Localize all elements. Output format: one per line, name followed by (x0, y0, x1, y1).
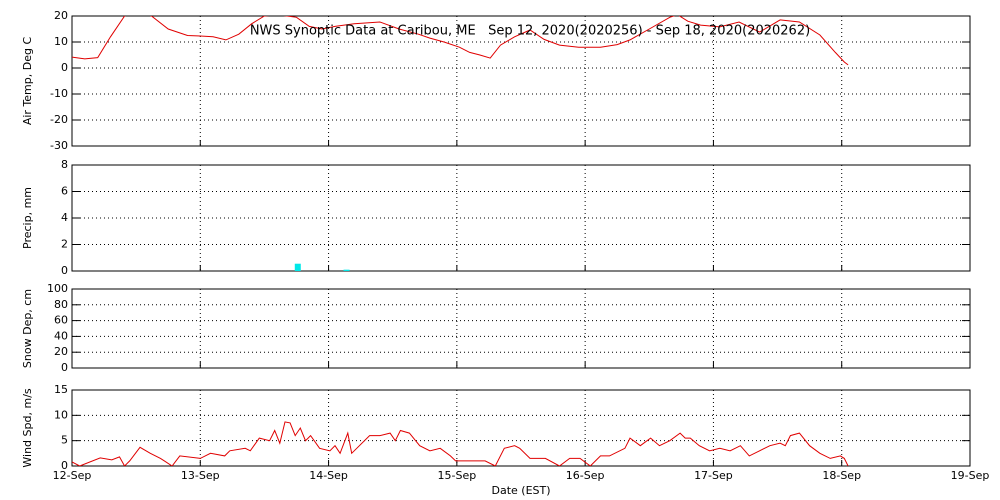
y-tick-label: 0 (61, 459, 68, 472)
x-axis-label: Date (EST) (491, 484, 550, 497)
chart-title: NWS Synoptic Data at Caribou, ME Sep 12,… (250, 24, 810, 39)
y-axis-label: Precip, mm (21, 187, 34, 249)
y-axis-label: Snow Dep, cm (21, 289, 34, 368)
y-tick-label: 0 (61, 264, 68, 277)
y-tick-label: 4 (61, 211, 68, 224)
x-tick-label: 15-Sep (438, 469, 477, 482)
y-tick-label: 2 (61, 238, 68, 251)
plot-frame (71, 389, 971, 467)
data-line (72, 16, 849, 66)
y-tick-label: -10 (50, 87, 68, 100)
y-tick-label: 40 (54, 329, 68, 342)
data-line (72, 421, 849, 466)
y-tick-label: -20 (50, 113, 68, 126)
x-tick-label: 19-Sep (951, 469, 990, 482)
plot-frame (71, 288, 971, 369)
x-tick-label: 17-Sep (694, 469, 733, 482)
y-axis-label: Wind Spd, m/s (21, 388, 34, 468)
bar (343, 269, 350, 271)
y-tick-label: 100 (47, 282, 68, 295)
y-tick-label: 60 (54, 314, 68, 327)
y-tick-label: 10 (54, 35, 68, 48)
y-tick-label: 20 (54, 345, 68, 358)
plot-frame (71, 164, 971, 272)
y-tick-label: 15 (54, 383, 68, 396)
x-tick-label: 13-Sep (181, 469, 220, 482)
bar (294, 263, 301, 271)
x-tick-label: 12-Sep (53, 469, 92, 482)
x-tick-label: 16-Sep (566, 469, 605, 482)
y-tick-label: 6 (61, 185, 68, 198)
y-tick-label: 0 (61, 361, 68, 374)
y-tick-label: 0 (61, 61, 68, 74)
y-axis-label: Air Temp, Deg C (21, 37, 34, 126)
y-tick-label: -30 (50, 139, 68, 152)
x-tick-label: 18-Sep (822, 469, 861, 482)
y-tick-label: 20 (54, 9, 68, 22)
y-tick-label: 5 (61, 434, 68, 447)
plot-frame (71, 15, 971, 147)
y-tick-label: 80 (54, 298, 68, 311)
y-tick-label: 10 (54, 408, 68, 421)
y-tick-label: 8 (61, 158, 68, 171)
x-tick-label: 14-Sep (309, 469, 348, 482)
